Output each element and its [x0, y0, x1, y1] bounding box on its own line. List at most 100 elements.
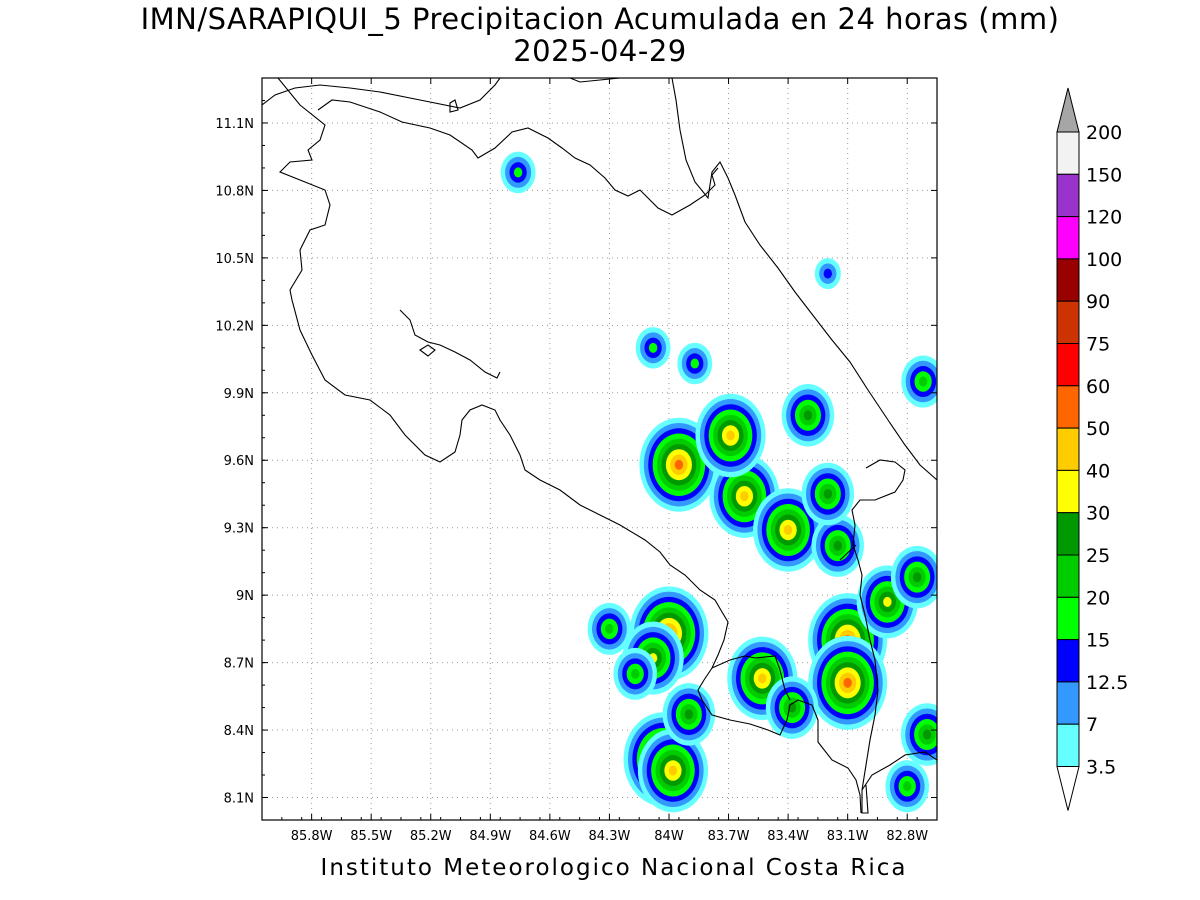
x-tick-label: 85.5W — [350, 829, 392, 844]
precip-contour — [648, 342, 658, 353]
y-tick-label: 9N — [236, 589, 254, 604]
y-tick-label: 9.3N — [224, 522, 254, 537]
colorbar-segment — [1056, 554, 1080, 598]
colorbar-segment — [1056, 300, 1080, 345]
precip-contour — [823, 488, 833, 499]
x-tick-label: 83.4W — [767, 829, 809, 844]
y-tick-label: 9.9N — [224, 387, 254, 402]
y-tick-label: 8.4N — [224, 724, 254, 739]
colorbar-segment — [1056, 131, 1080, 175]
colorbar-label: 120 — [1086, 207, 1122, 229]
precip-cell — [900, 703, 937, 766]
precip-contour — [922, 729, 932, 740]
colorbar-segment — [1056, 173, 1080, 218]
colorbar-segment — [1056, 512, 1080, 556]
colorbar-label: 150 — [1086, 164, 1122, 186]
y-tick-label: 10.2N — [215, 319, 254, 334]
y-axis: 11.1N 10.8N 10.5N 10.2N 9.9N 9.6N 9.3N 9N 8.7N 8.… — [215, 77, 937, 821]
colorbar-segment — [1056, 216, 1080, 260]
colorbar-segment — [1056, 596, 1080, 641]
precip-cell — [890, 545, 937, 609]
precip-cell — [622, 621, 684, 695]
colorbar-label: 90 — [1086, 291, 1110, 313]
precip-contour — [823, 268, 833, 279]
colorbar-label: 50 — [1086, 418, 1110, 440]
colorbar-segment — [1056, 427, 1080, 471]
coastline — [262, 78, 937, 814]
x-tick-label: 83.7W — [708, 829, 750, 844]
precip-contour — [740, 491, 749, 502]
precip-contour — [803, 410, 813, 421]
footer-credit: Instituto Meteorologico Nacional Costa R… — [320, 855, 908, 881]
precip-contour — [903, 781, 912, 792]
precip-contour — [783, 524, 793, 535]
colorbar-segment — [1056, 723, 1080, 768]
x-tick-label: 83.1W — [827, 829, 869, 844]
precip-cell — [765, 676, 819, 739]
map-date: 2025-04-29 — [513, 34, 687, 68]
precip-cell — [781, 384, 835, 447]
x-tick-label: 82.8W — [886, 829, 928, 844]
y-tick-label: 8.7N — [224, 657, 254, 672]
precipitation-field — [500, 151, 937, 813]
colorbar-label: 7 — [1086, 714, 1098, 736]
precip-cell — [814, 258, 841, 290]
precip-contour — [674, 459, 684, 470]
colorbar-segment — [1056, 258, 1080, 302]
colorbar-label: 12.5 — [1086, 672, 1128, 694]
precip-contour — [758, 673, 767, 684]
x-tick-label: 84W — [654, 829, 684, 844]
colorbar-label: 3.5 — [1086, 757, 1116, 779]
precip-contour — [833, 540, 842, 551]
precip-contour — [726, 430, 735, 441]
colorbar-segment — [1056, 385, 1080, 429]
precip-cell — [587, 602, 632, 655]
precip-cell — [677, 342, 713, 385]
precip-contour — [605, 623, 614, 634]
colorbar-label: 25 — [1086, 545, 1110, 567]
colorbar-top-arrow — [1056, 87, 1080, 133]
colorbar-segment — [1056, 681, 1080, 725]
precip-cell — [885, 760, 930, 813]
x-tick-label: 84.3W — [589, 829, 631, 844]
colorbar-segment — [1056, 469, 1080, 514]
colorbar-label: 40 — [1086, 460, 1110, 482]
x-tick-label: 85.8W — [291, 829, 333, 844]
y-tick-label: 9.6N — [224, 454, 254, 469]
precip-contour — [918, 376, 928, 387]
precip-cell — [695, 393, 766, 478]
map-title: IMN/SARAPIQUI_5 Precipitacion Acumulada … — [140, 2, 1060, 36]
x-axis: 85.8W 85.5W 85.2W 84.9W 84.6W 84.3W 84W 83.7W 83… — [261, 78, 938, 844]
y-tick-label: 10.8N — [215, 184, 254, 199]
precip-cell — [662, 683, 716, 746]
colorbar-segment — [1056, 343, 1080, 387]
colorbar: 200 150 120 100 90 75 60 50 40 30 25 20 15 12.5 7 3.5 — [1056, 87, 1128, 811]
colorbar-label: 15 — [1086, 630, 1110, 652]
x-tick-label: 84.9W — [469, 829, 511, 844]
precip-cell — [753, 488, 824, 572]
precip-contour — [912, 572, 922, 583]
y-tick-label: 8.1N — [224, 792, 254, 807]
precip-contour — [883, 596, 892, 607]
colorbar-bottom-arrow — [1056, 766, 1080, 811]
colorbar-segment — [1056, 639, 1080, 683]
y-tick-label: 10.5N — [215, 252, 254, 267]
precip-contour — [843, 677, 852, 688]
precip-contour — [668, 765, 678, 776]
precip-cell — [811, 514, 864, 577]
precip-cell — [613, 647, 658, 700]
precip-cell — [637, 728, 709, 813]
precip-contour — [690, 358, 699, 369]
precip-contour — [513, 167, 523, 178]
precip-contour — [631, 668, 640, 679]
precip-cell — [901, 355, 937, 408]
x-tick-label: 85.2W — [410, 829, 452, 844]
x-tick-label: 84.6W — [529, 829, 571, 844]
colorbar-label: 20 — [1086, 587, 1110, 609]
colorbar-label: 75 — [1086, 334, 1110, 356]
precip-cell — [801, 462, 855, 526]
colorbar-label: 30 — [1086, 503, 1110, 525]
precip-contour — [684, 709, 694, 720]
y-tick-label: 11.1N — [215, 117, 254, 132]
